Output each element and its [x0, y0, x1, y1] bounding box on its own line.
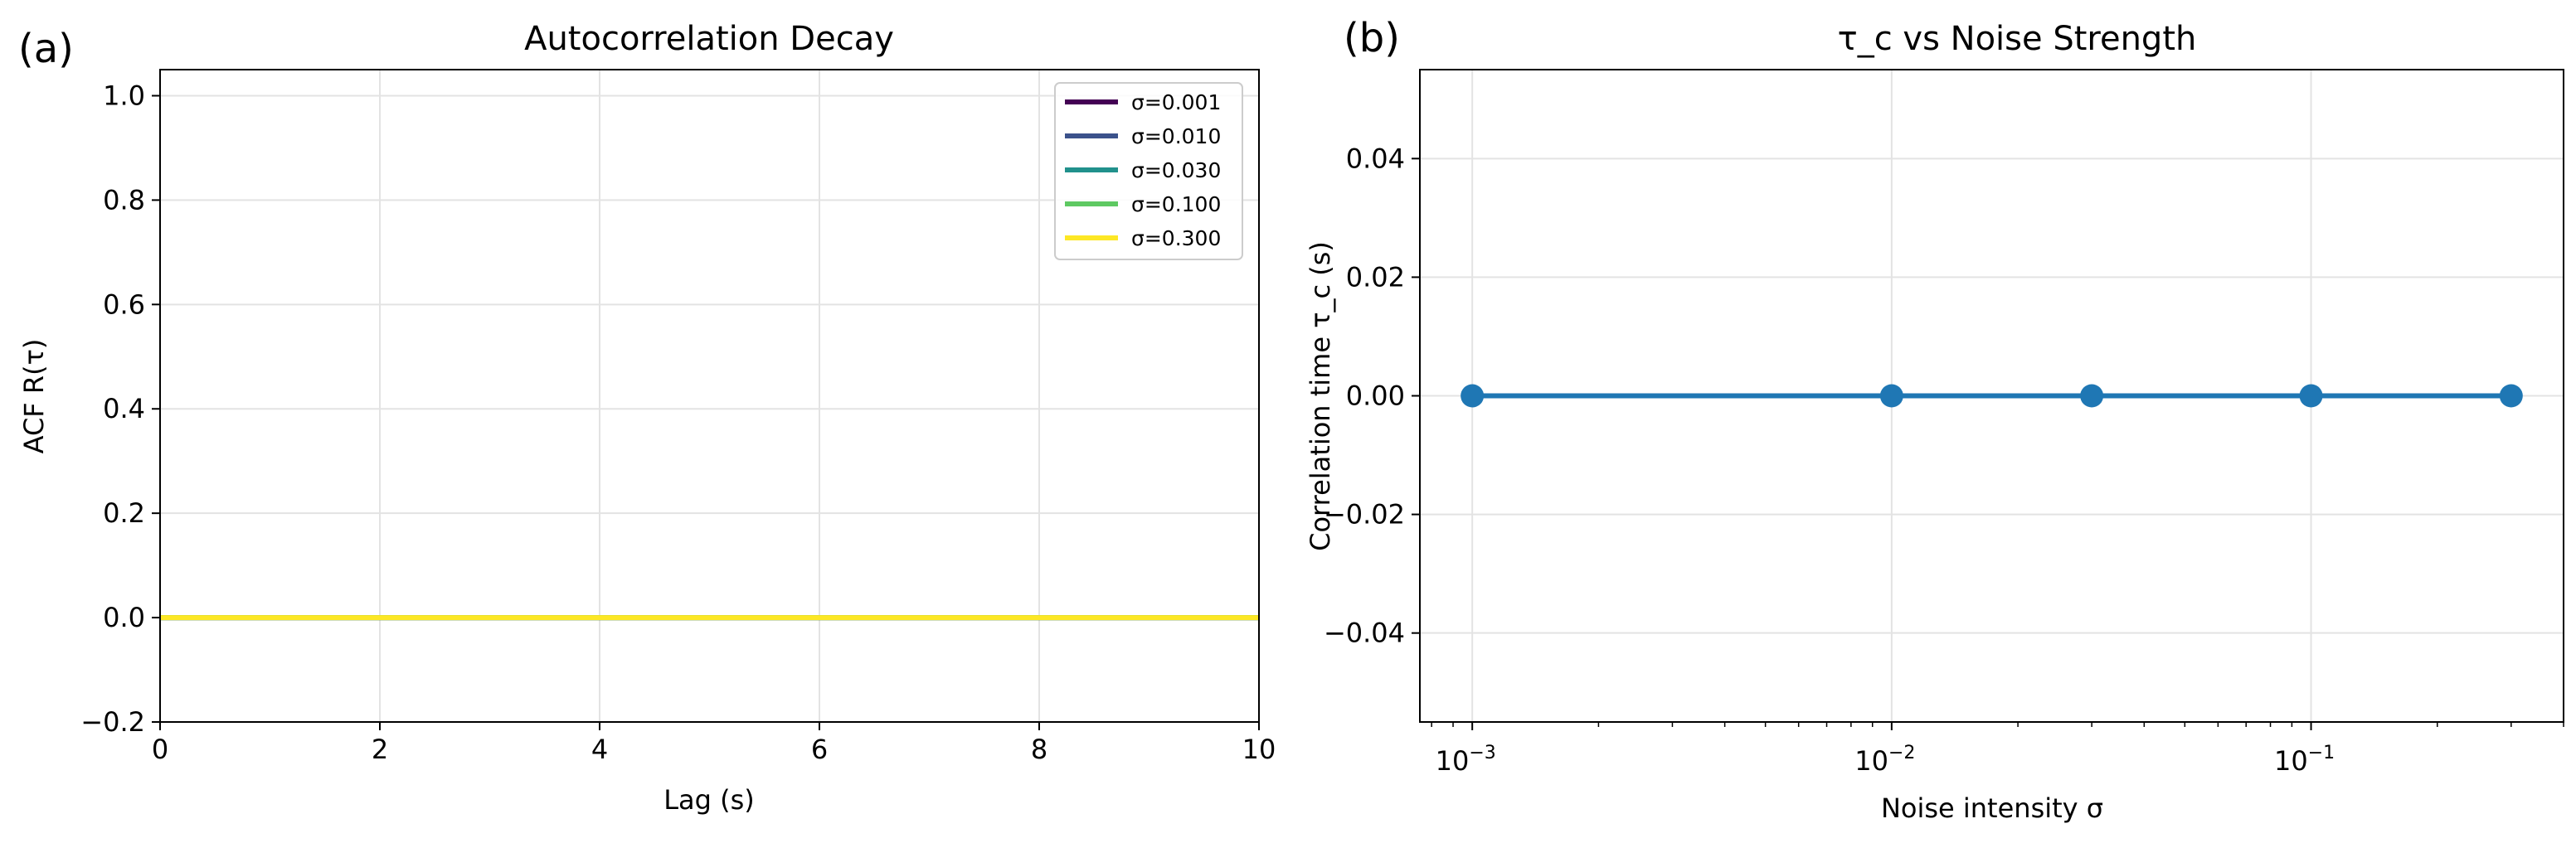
legend-label: σ=0.300	[1131, 226, 1221, 250]
y-tick-label: 0.0	[103, 602, 145, 633]
y-tick-label: −0.04	[1324, 618, 1405, 649]
x-tick-label: 0	[152, 734, 168, 765]
panel-a-title: Autocorrelation Decay	[524, 20, 894, 58]
y-tick-label: −0.02	[1324, 499, 1405, 531]
x-tick-label: 2	[372, 734, 388, 765]
legend-label: σ=0.001	[1131, 90, 1221, 114]
legend-label: σ=0.100	[1131, 192, 1221, 216]
panel-a-axes-frame	[159, 69, 1260, 723]
panel-b-title: τ_c vs Noise Strength	[1838, 20, 2197, 58]
legend-label: σ=0.010	[1131, 124, 1221, 148]
x-tick-label: 8	[1031, 734, 1047, 765]
x-tick-label: 10−2	[1854, 743, 1915, 777]
y-tick-label: −0.2	[80, 706, 145, 738]
legend-label: σ=0.030	[1131, 158, 1221, 182]
panel-b-xlabel: Noise intensity σ	[1881, 792, 2103, 824]
y-tick-label: 1.0	[103, 80, 145, 111]
panel-b-label: (b)	[1344, 15, 1400, 61]
panel-b-ylabel: Correlation time τ_c (s)	[1305, 241, 1336, 551]
data-point	[1879, 384, 1903, 408]
y-tick-label: 0.6	[103, 288, 145, 320]
y-tick-label: 0.02	[1346, 261, 1405, 293]
panel-b-ticks: 10−3 10−2 10−1 −0.04 −0.02 0.00 0.02 0.04	[1324, 143, 2564, 777]
y-tick-label: 0.00	[1346, 380, 1405, 412]
data-point	[2080, 384, 2104, 408]
panel-a-ylabel: ACF R(τ)	[18, 339, 50, 454]
panel-a-label: (a)	[18, 26, 74, 72]
panel-a-xlabel: Lag (s)	[663, 784, 755, 816]
panel-b: (b) τ_c vs Noise Strength 10−3 10−2 10−1 −0…	[1305, 15, 2564, 824]
x-tick-label: 10−1	[2274, 743, 2335, 777]
x-tick-label: 6	[811, 734, 828, 765]
data-point	[2499, 384, 2523, 408]
panel-a-ticks: 0 2 4 6 8 10 −0.2 0.0 0.2 0.4 0.6 0.8 1.0	[80, 80, 1276, 765]
y-tick-label: 0.8	[103, 184, 145, 216]
data-point	[1461, 384, 1485, 408]
legend-frame	[1054, 82, 1243, 260]
x-tick-label: 4	[591, 734, 608, 765]
panel-a: (a) Autocorrelation Decay 0 2 4 6 8 10 −0.2 0.0…	[18, 20, 1276, 816]
y-tick-label: 0.2	[103, 497, 145, 529]
data-point	[2299, 384, 2323, 408]
x-tick-label: 10−3	[1436, 743, 1496, 777]
panel-b-series	[1461, 384, 2523, 408]
y-tick-label: 0.04	[1346, 143, 1405, 174]
x-tick-label: 10	[1242, 734, 1276, 765]
panel-a-legend: σ=0.001 σ=0.010 σ=0.030 σ=0.100 σ=0.300	[1054, 82, 1243, 260]
y-tick-label: 0.4	[103, 393, 145, 424]
